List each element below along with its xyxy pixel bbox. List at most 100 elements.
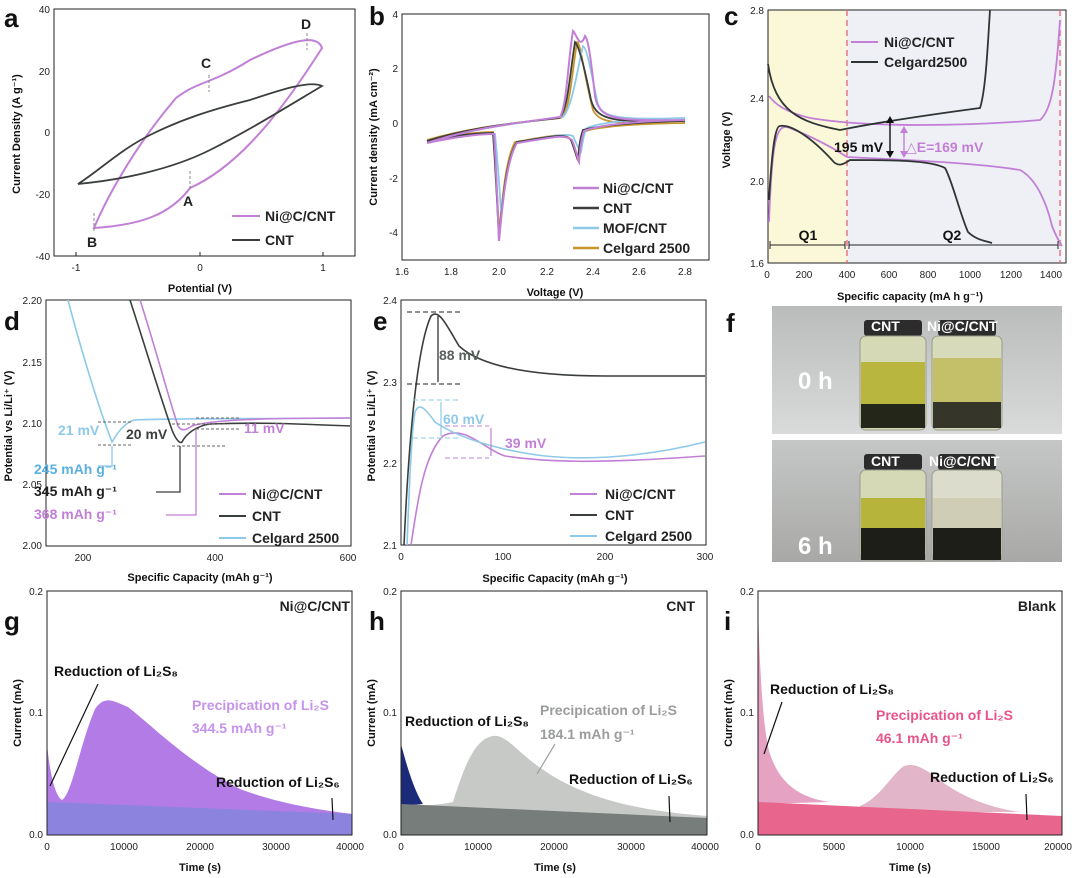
capacity-368: 368 mAh g⁻¹ bbox=[34, 506, 117, 522]
vial-cnt-6h bbox=[859, 454, 927, 561]
x-axis-label: Specific Capacity (mAh g⁻¹) bbox=[482, 573, 628, 585]
x-ticks: 0 200 400 600 800 1000 1200 1400 bbox=[764, 270, 1062, 281]
panel-b: b 1.6 1.8 2.0 2.2 2.4 2.6 2.8 4 2 0 -2 -… bbox=[368, 1, 710, 299]
x-axis-label: Time (s) bbox=[889, 862, 931, 874]
guide-lines bbox=[98, 417, 240, 447]
y-tick-label: 2.1 bbox=[383, 541, 397, 552]
baseline-area bbox=[401, 804, 707, 835]
vial-label-cnt: CNT bbox=[871, 318, 900, 334]
x-tick-label: 2.8 bbox=[678, 267, 692, 278]
overpotential-60: 60 mV bbox=[443, 411, 485, 427]
x-ticks: 0 10000 20000 30000 40000 bbox=[44, 842, 364, 853]
panel-d: d 200 400 600 2.20 2.15 2.10 2.05 2.00 S… bbox=[3, 296, 357, 584]
series-cnt-discharge bbox=[403, 313, 705, 546]
y-tick-label: -20 bbox=[36, 190, 51, 201]
overpotential-11: 11 mV bbox=[244, 420, 285, 436]
y-tick-label: 1.6 bbox=[750, 259, 764, 270]
panel-e: e 0 100 200 300 2.4 2.3 2.2 2.1 Specific… bbox=[366, 296, 714, 585]
series-celgard-discharge bbox=[768, 124, 993, 244]
x-tick-label: 0 bbox=[197, 263, 203, 274]
sample-tag: Ni@C/CNT bbox=[280, 598, 351, 614]
baseline-area bbox=[47, 802, 352, 835]
x-tick-label: 0 bbox=[398, 842, 404, 853]
arrow-s6 bbox=[331, 797, 334, 821]
x-tick-label: 20000 bbox=[540, 842, 568, 853]
y-ticks: 4 2 0 -2 -4 bbox=[389, 10, 398, 239]
legend-label: CNT bbox=[265, 232, 294, 248]
x-tick-label: 1.6 bbox=[395, 267, 409, 278]
legend-label: Ni@C/CNT bbox=[265, 208, 336, 224]
x-axis-label: Voltage (V) bbox=[527, 287, 584, 299]
y-tick-label: 2.4 bbox=[750, 94, 764, 105]
x-tick-label: 800 bbox=[920, 270, 937, 281]
series-celgard-discharge bbox=[406, 406, 706, 546]
x-tick-label: 2.4 bbox=[586, 267, 600, 278]
y-ticks: 2.4 2.3 2.2 2.1 bbox=[383, 296, 397, 552]
panel-letter: h bbox=[369, 606, 385, 636]
precipitation-value: 344.5 mAh g⁻¹ bbox=[192, 720, 287, 736]
sample-tag: Blank bbox=[1018, 598, 1056, 614]
panel-letter: g bbox=[4, 606, 20, 636]
x-tick-label: 1 bbox=[320, 263, 326, 274]
arrow-s8 bbox=[49, 683, 99, 787]
series-ni-c-cnt-discharge bbox=[768, 126, 1063, 247]
x-tick-label: 300 bbox=[697, 552, 714, 563]
vial-label-ni: Ni@C/CNT bbox=[927, 318, 998, 334]
time-label-0h: 0 h bbox=[798, 368, 833, 395]
y-axis-label: Current (mA) bbox=[366, 679, 378, 747]
x-tick-label: 1400 bbox=[1040, 270, 1063, 281]
precipitation-label: Precipication of Li₂S bbox=[540, 702, 677, 718]
precipitation-area bbox=[860, 764, 1020, 812]
x-tick-label: 600 bbox=[340, 553, 357, 564]
x-tick-label: 20000 bbox=[186, 842, 214, 853]
x-tick-label: 30000 bbox=[617, 842, 645, 853]
x-ticks: 0 10000 20000 30000 40000 bbox=[398, 842, 719, 853]
plot-frame bbox=[400, 299, 707, 546]
baseline-area bbox=[758, 802, 1062, 835]
y-ticks: 40 20 0 -20 -40 bbox=[36, 5, 51, 263]
x-tick-label: 2.2 bbox=[540, 267, 554, 278]
series-ni-c-cnt-discharge bbox=[410, 432, 706, 546]
plot-frame bbox=[400, 590, 708, 836]
x-tick-label: 1.8 bbox=[444, 267, 458, 278]
y-tick-label: 2.0 bbox=[750, 177, 764, 188]
vial-ni-0h bbox=[931, 320, 1003, 431]
arrow-s6 bbox=[1025, 793, 1028, 821]
y-tick-label: 2 bbox=[392, 64, 398, 75]
precipitation-value: 46.1 mAh g⁻¹ bbox=[876, 730, 963, 746]
guide-368 bbox=[166, 430, 197, 516]
legend-label: Ni@C/CNT bbox=[252, 486, 323, 502]
y-tick-label: -40 bbox=[36, 252, 51, 263]
peak-label-c: C bbox=[201, 55, 211, 71]
y-tick-label: 2.20 bbox=[23, 296, 43, 307]
x-ticks: 0 5000 10000 15000 20000 bbox=[755, 842, 1072, 853]
legend-label: MOF/CNT bbox=[603, 220, 667, 236]
guide-345 bbox=[156, 446, 181, 493]
panel-letter: e bbox=[373, 306, 387, 336]
overpotential-arrows bbox=[886, 116, 908, 158]
y-tick-label: 2.4 bbox=[383, 296, 397, 307]
time-label-6h: 6 h bbox=[798, 533, 833, 560]
panel-letter: i bbox=[724, 606, 731, 636]
y-tick-label: 0.0 bbox=[740, 830, 754, 841]
y-axis-label: Current density (mA cm⁻²) bbox=[368, 68, 380, 206]
y-ticks: 2.20 2.15 2.10 2.05 2.00 bbox=[23, 296, 43, 552]
x-ticks: 1.6 1.8 2.0 2.2 2.4 2.6 2.8 bbox=[395, 267, 692, 278]
x-ticks: -1 0 1 bbox=[72, 252, 326, 274]
x-axis-label: Time (s) bbox=[534, 862, 576, 874]
y-tick-label: 2.8 bbox=[750, 6, 764, 17]
series-ni-c-cnt-discharge bbox=[139, 299, 351, 431]
panel-c: c 0 200 400 600 800 1000 1200 1400 2.8 2… bbox=[721, 1, 1067, 303]
y-tick-label: 2.05 bbox=[23, 480, 43, 491]
y-tick-label: 0.1 bbox=[29, 708, 43, 719]
vial-label-ni: Ni@C/CNT bbox=[929, 453, 1000, 469]
x-tick-label: 40000 bbox=[691, 842, 719, 853]
y-ticks: 0.2 0.1 0.0 bbox=[383, 587, 397, 841]
panel-letter: c bbox=[724, 1, 738, 31]
reduction-s8-label: Reduction of Li₂S₈ bbox=[770, 681, 894, 697]
legend: Ni@C/CNT Celgard2500 bbox=[851, 34, 967, 70]
legend-label: Ni@C/CNT bbox=[603, 180, 674, 196]
legend-label: Celgard 2500 bbox=[603, 240, 690, 256]
precipitation-area bbox=[401, 735, 707, 820]
guide-245 bbox=[98, 446, 113, 467]
